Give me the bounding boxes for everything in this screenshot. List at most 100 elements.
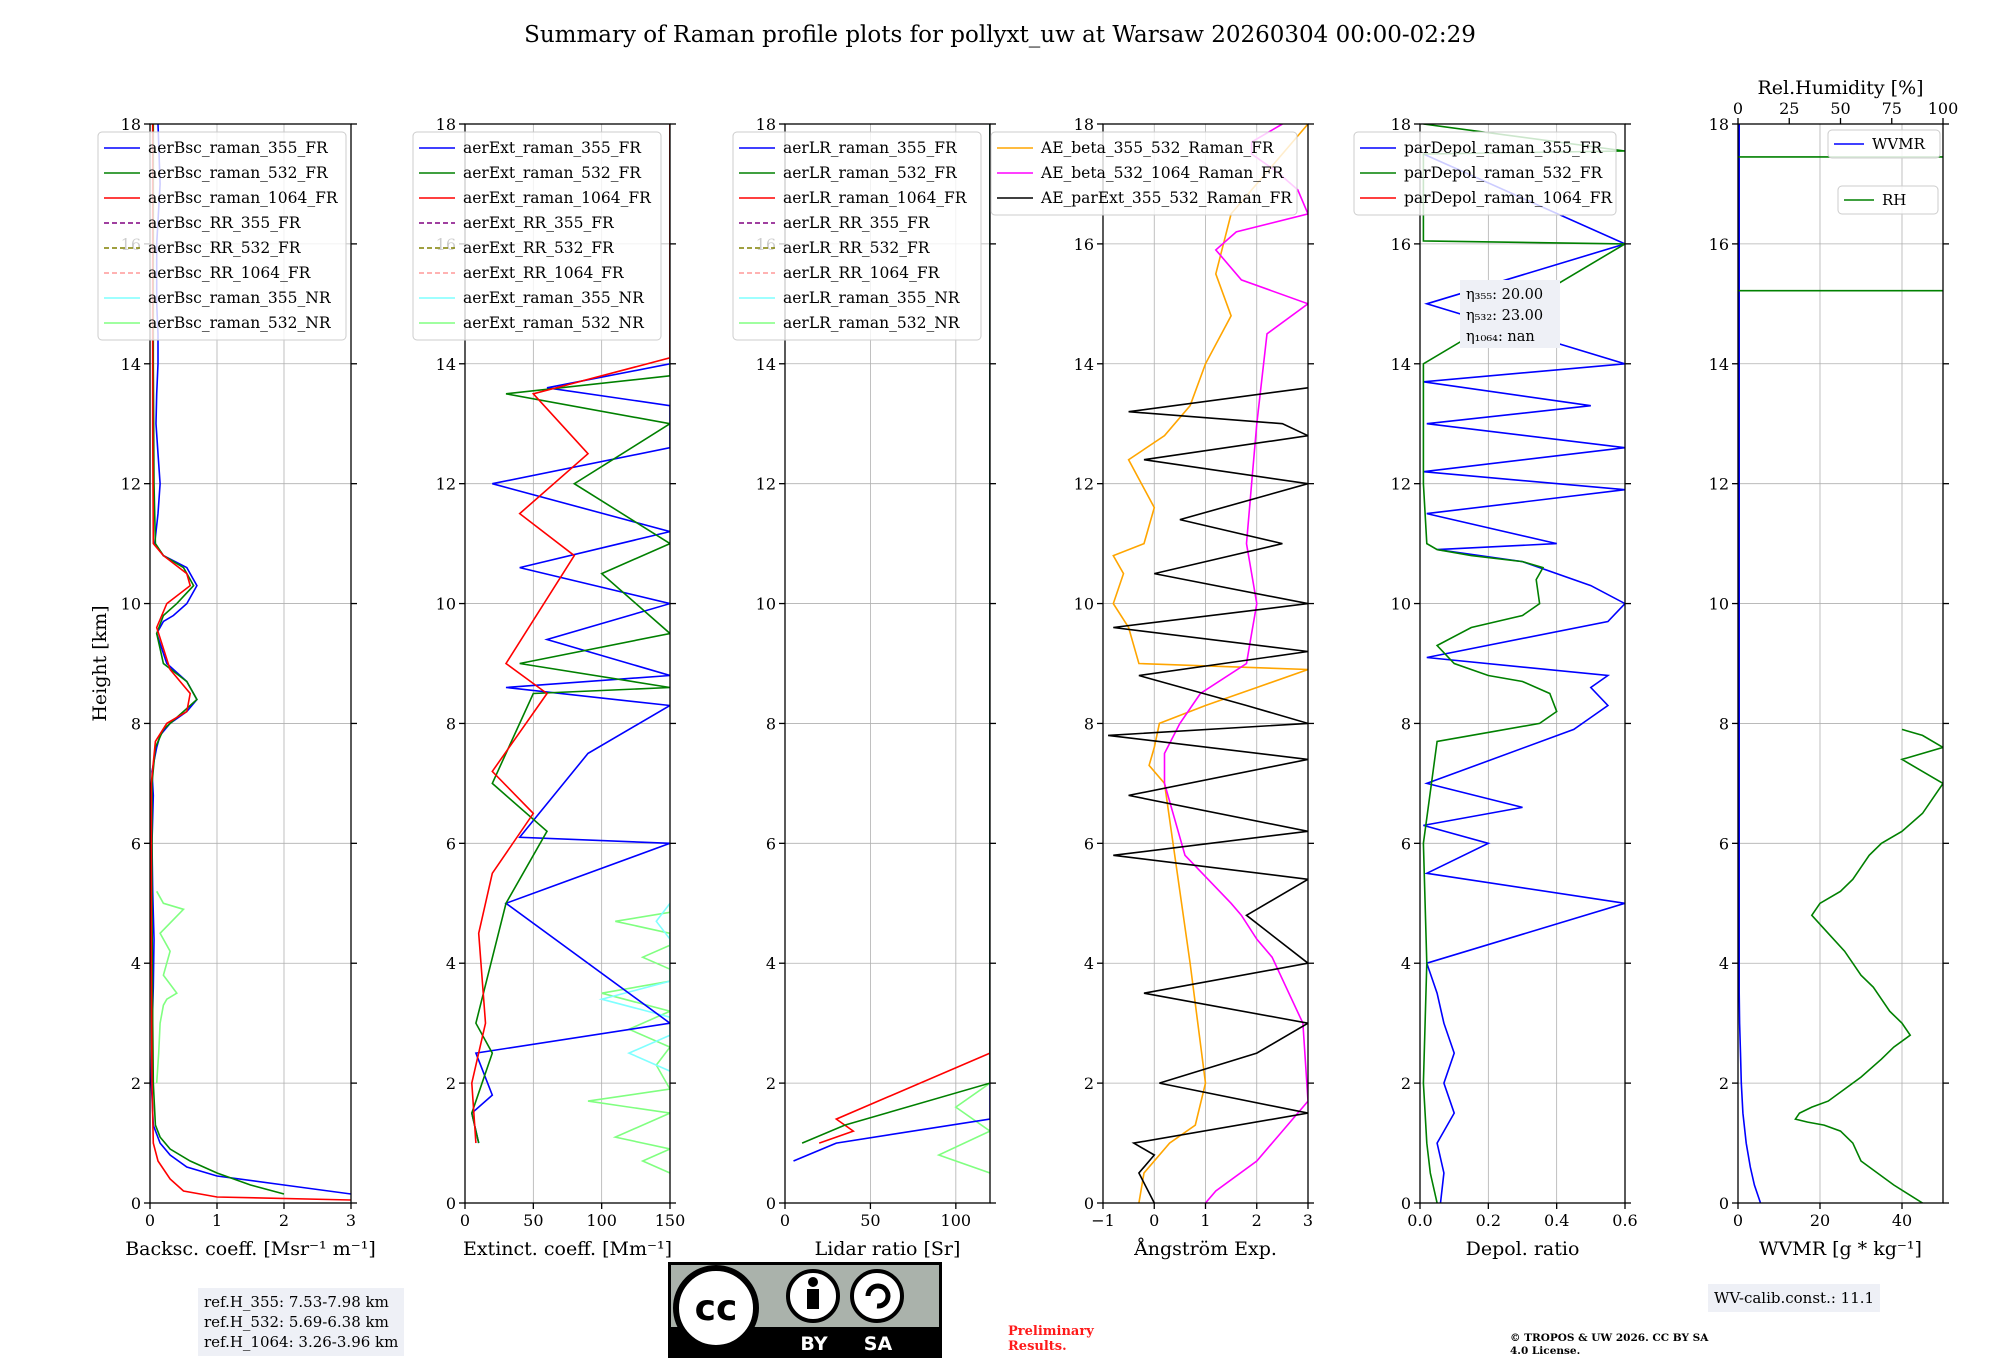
cc-symbol-text: cc: [695, 1288, 738, 1329]
axes-frame: [149, 123, 352, 1204]
y-tick-label: 0: [1401, 1194, 1411, 1213]
series-line-aerExt_raman_355_NR: [598, 902, 670, 1072]
y-tick-label: 18: [1074, 115, 1094, 134]
annotation-line: η₁₀₆₄: nan: [1466, 329, 1535, 345]
top-axis-label: Rel.Humidity [%]: [1757, 77, 1923, 99]
y-tick-label: 2: [766, 1074, 776, 1093]
legend-entry-aerBsc_RR_1064_FR: aerBsc_RR_1064_FR: [148, 264, 312, 282]
legend-entry-aerLR_raman_355_NR: aerLR_raman_355_NR: [783, 289, 961, 307]
y-tick-label: 8: [446, 714, 456, 733]
series-line-WVMR: [1738, 124, 1762, 1203]
series-line-aerExt_raman_532_FR: [470, 124, 670, 1144]
legend-entry-AE_beta_532_1064_Raman_FR: AE_beta_532_1064_Raman_FR: [1040, 164, 1285, 182]
panel-dep: 0 2 4 6 8 10 12 14 16 18 0.0 0.2 0.4 0.6 Depol. ratio p…: [1353, 115, 1638, 1260]
x-tick-label: 0: [780, 1211, 790, 1230]
y-tick-label: 16: [1074, 235, 1094, 254]
y-tick-label: 4: [446, 954, 456, 973]
y-tick-label: 12: [1709, 475, 1729, 494]
x-tick-label: 100: [586, 1211, 617, 1230]
y-tick-label: 4: [1084, 954, 1094, 973]
legend: aerLR_raman_355_FR aerLR_raman_532_FR aerL…: [732, 131, 982, 341]
series-line-RH: [1794, 728, 1943, 1203]
series-line-parDepol_raman_532_FR: [1422, 124, 1625, 1203]
axes-frame: [784, 123, 991, 1204]
x-tick-label: 2: [1252, 1211, 1262, 1230]
x-tick-label: 2: [279, 1211, 289, 1230]
y-tick-label: 10: [1709, 595, 1729, 614]
y-tick-label: 2: [1084, 1074, 1094, 1093]
axes-frame: [1419, 123, 1626, 1204]
y-tick-label: 12: [756, 475, 776, 494]
y-tick-label: 8: [1719, 714, 1729, 733]
x-axis-label: WVMR [g * kg⁻¹]: [1759, 1238, 1922, 1260]
y-tick-label: 4: [766, 954, 776, 973]
y-tick-label: 14: [1074, 355, 1094, 374]
refh-355-text: ref.H_355: 7.53-7.98 km: [204, 1293, 389, 1311]
cc-by-sa-license-logo: cc BY SA: [668, 1262, 942, 1358]
panel-lr: 024681012141618050100Lidar ratio [Sr]aer…: [732, 115, 996, 1260]
legend-entry-aerExt_raman_532_FR: aerExt_raman_532_FR: [463, 164, 642, 182]
legend-entry-parDepol_raman_532_FR: parDepol_raman_532_FR: [1404, 164, 1604, 182]
series-group: [150, 124, 351, 1201]
x-tick-label: 1: [212, 1211, 222, 1230]
legend-box: [1353, 131, 1617, 216]
figure-title: Summary of Raman profile plots for polly…: [524, 22, 1476, 48]
legend-entry-aerExt_raman_355_FR: aerExt_raman_355_FR: [463, 139, 642, 157]
legend-entry-aerExt_raman_1064_FR: aerExt_raman_1064_FR: [463, 189, 652, 207]
legend-entry-WVMR: WVMR: [1872, 135, 1926, 153]
refh-1064-text: ref.H_1064: 3.26-3.96 km: [204, 1333, 399, 1351]
y-tick-label: 8: [131, 714, 141, 733]
series-line-aerExt_raman_532_NR: [587, 903, 670, 1174]
y-tick-label: 2: [131, 1074, 141, 1093]
y-tick-label: 0: [1084, 1194, 1094, 1213]
x-tick-label: 0: [145, 1211, 155, 1230]
y-tick-label: 2: [1719, 1074, 1729, 1093]
x-tick-label: 0: [1733, 1211, 1743, 1230]
y-tick-label: 4: [1719, 954, 1729, 973]
x-tick-label: 0: [460, 1211, 470, 1230]
series-line-aerLR_raman_532_NR: [936, 1059, 990, 1174]
y-tick-label: 18: [1391, 115, 1411, 134]
x-tick-label: 1: [1200, 1211, 1210, 1230]
legend-entry-aerBsc_RR_532_FR: aerBsc_RR_532_FR: [148, 239, 302, 257]
y-tick-label: 6: [1401, 834, 1411, 853]
y-tick-label: 12: [1391, 475, 1411, 494]
top-x-tick-label: 0: [1733, 99, 1743, 118]
series-line-AE_parExt_355_532_Raman_FR: [1108, 387, 1308, 1203]
top-x-tick-label: 100: [1928, 99, 1959, 118]
y-tick-label: 6: [1719, 834, 1729, 853]
series-line-parDepol_raman_355_FR: [1423, 153, 1625, 1203]
legend-entry-aerLR_RR_1064_FR: aerLR_RR_1064_FR: [783, 264, 941, 282]
x-tick-label: 50: [860, 1211, 880, 1230]
legend-entry-parDepol_raman_1064_FR: parDepol_raman_1064_FR: [1404, 189, 1613, 207]
top-x-tick-label: 75: [1882, 99, 1902, 118]
y-tick-label: 18: [756, 115, 776, 134]
copyright-notice: © TROPOS & UW 2026. CC BY SA 4.0 License…: [1510, 1332, 1709, 1357]
x-tick-label: 50: [523, 1211, 543, 1230]
y-tick-label: 0: [131, 1194, 141, 1213]
series-line-aerBsc_raman_532_NR: [155, 890, 185, 1084]
y-tick-label: 18: [1709, 115, 1729, 134]
legend-box: [412, 131, 662, 341]
refh-532-text: ref.H_532: 5.69-6.38 km: [204, 1313, 389, 1331]
x-tick-label: 0.0: [1407, 1211, 1432, 1230]
legend-entry-aerBsc_raman_532_NR: aerBsc_raman_532_NR: [148, 314, 332, 332]
legend-entry-AE_parExt_355_532_Raman_FR: AE_parExt_355_532_Raman_FR: [1040, 189, 1293, 207]
x-tick-label: 40: [1892, 1211, 1912, 1230]
legend: aerExt_raman_355_FR aerExt_raman_532_FRae…: [412, 131, 662, 341]
y-tick-label: 14: [756, 355, 776, 374]
legend-entry-aerExt_RR_1064_FR: aerExt_RR_1064_FR: [463, 264, 625, 282]
annotation-line: η₅₃₂: 23.00: [1466, 308, 1543, 324]
panel-ext: 024681012141618050100150Extinct. coeff. …: [412, 115, 686, 1260]
top-x-tick-label: 50: [1830, 99, 1850, 118]
x-tick-label: 150: [655, 1211, 686, 1230]
y-tick-label: 18: [436, 115, 456, 134]
series-line-aerExt_raman_1064_FR: [470, 124, 670, 1144]
legend-entry-aerExt_raman_532_NR: aerExt_raman_532_NR: [463, 314, 645, 332]
y-tick-label: 12: [121, 475, 141, 494]
x-tick-label: 0.6: [1612, 1211, 1637, 1230]
legend: AE_beta_355_532_Raman_FR AE_beta_532_1064…: [990, 131, 1298, 216]
